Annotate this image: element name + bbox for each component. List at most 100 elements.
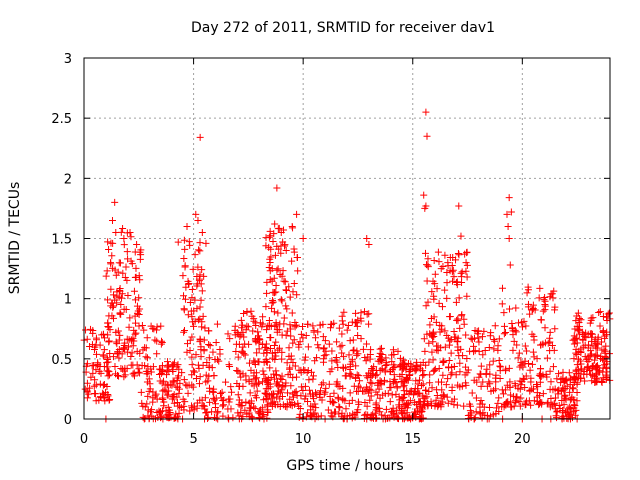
data-point [561,377,569,385]
data-point [378,411,386,419]
data-point [434,248,442,256]
data-point [135,322,143,330]
data-point [490,336,498,344]
data-point [217,389,225,397]
data-point [564,405,572,413]
data-point [339,320,347,328]
data-point [525,359,533,367]
data-point [184,389,192,397]
data-point [362,357,370,365]
data-point [551,306,559,314]
data-point [261,375,269,383]
data-point [212,338,220,346]
data-point [282,246,290,254]
data-point [462,259,470,267]
data-point [541,324,549,332]
data-point [573,388,581,396]
data-point [352,309,360,317]
data-point [205,327,213,335]
data-point [524,300,532,308]
data-point [423,277,431,285]
data-point [581,353,589,361]
data-point [431,365,439,373]
data-point [377,344,385,352]
data-point [325,340,333,348]
data-point [246,389,254,397]
data-point [125,323,133,331]
data-point [263,289,271,297]
data-point [254,328,262,336]
data-point [429,277,437,285]
data-point [430,366,438,374]
data-point [106,396,114,404]
data-point [227,383,235,391]
data-point [137,251,145,259]
data-point [509,324,517,332]
data-point [258,323,266,331]
data-point [279,401,287,409]
data-point [134,368,142,376]
data-point [205,372,213,380]
data-point [453,316,461,324]
data-point [513,341,521,349]
data-point [358,387,366,395]
data-point [376,394,384,402]
data-point [109,353,117,361]
data-point [472,394,480,402]
data-point [436,321,444,329]
data-point [111,266,119,274]
data-point [529,304,537,312]
data-point [536,284,544,292]
data-point [521,342,529,350]
data-point [87,325,95,333]
data-point [142,367,150,375]
data-point [173,376,181,384]
data-point [522,372,530,380]
data-point [186,298,194,306]
data-point [277,374,285,382]
data-point [486,332,494,340]
data-point [500,322,508,330]
data-point [197,296,205,304]
data-point [180,376,188,384]
data-point [279,267,287,275]
data-point [574,309,582,317]
data-point [113,372,121,380]
data-point [116,259,124,267]
data-points [80,108,614,423]
data-point [196,247,204,255]
data-point [143,400,151,408]
data-point [270,308,278,316]
data-point [190,322,198,330]
data-point [456,324,464,332]
data-point [338,330,346,338]
data-point [131,312,139,320]
data-point [522,401,530,409]
data-point [208,408,216,416]
data-point [514,354,522,362]
data-point [104,296,112,304]
data-point [500,309,508,317]
data-point [199,312,207,320]
data-point [371,372,379,380]
data-point [245,376,253,384]
data-point [180,328,188,336]
data-point [191,317,199,325]
data-point [89,361,97,369]
data-point [544,398,552,406]
data-point [592,370,600,378]
data-point [100,346,108,354]
data-point [139,346,147,354]
data-point [301,382,309,390]
data-point [321,337,329,345]
data-point [505,235,513,242]
data-point [530,353,538,361]
data-point [245,359,253,367]
data-point [94,359,102,367]
data-point [366,378,374,386]
data-point [322,351,330,359]
data-point [175,389,183,397]
data-point [104,319,112,327]
data-point [333,338,341,346]
data-point [129,370,137,378]
